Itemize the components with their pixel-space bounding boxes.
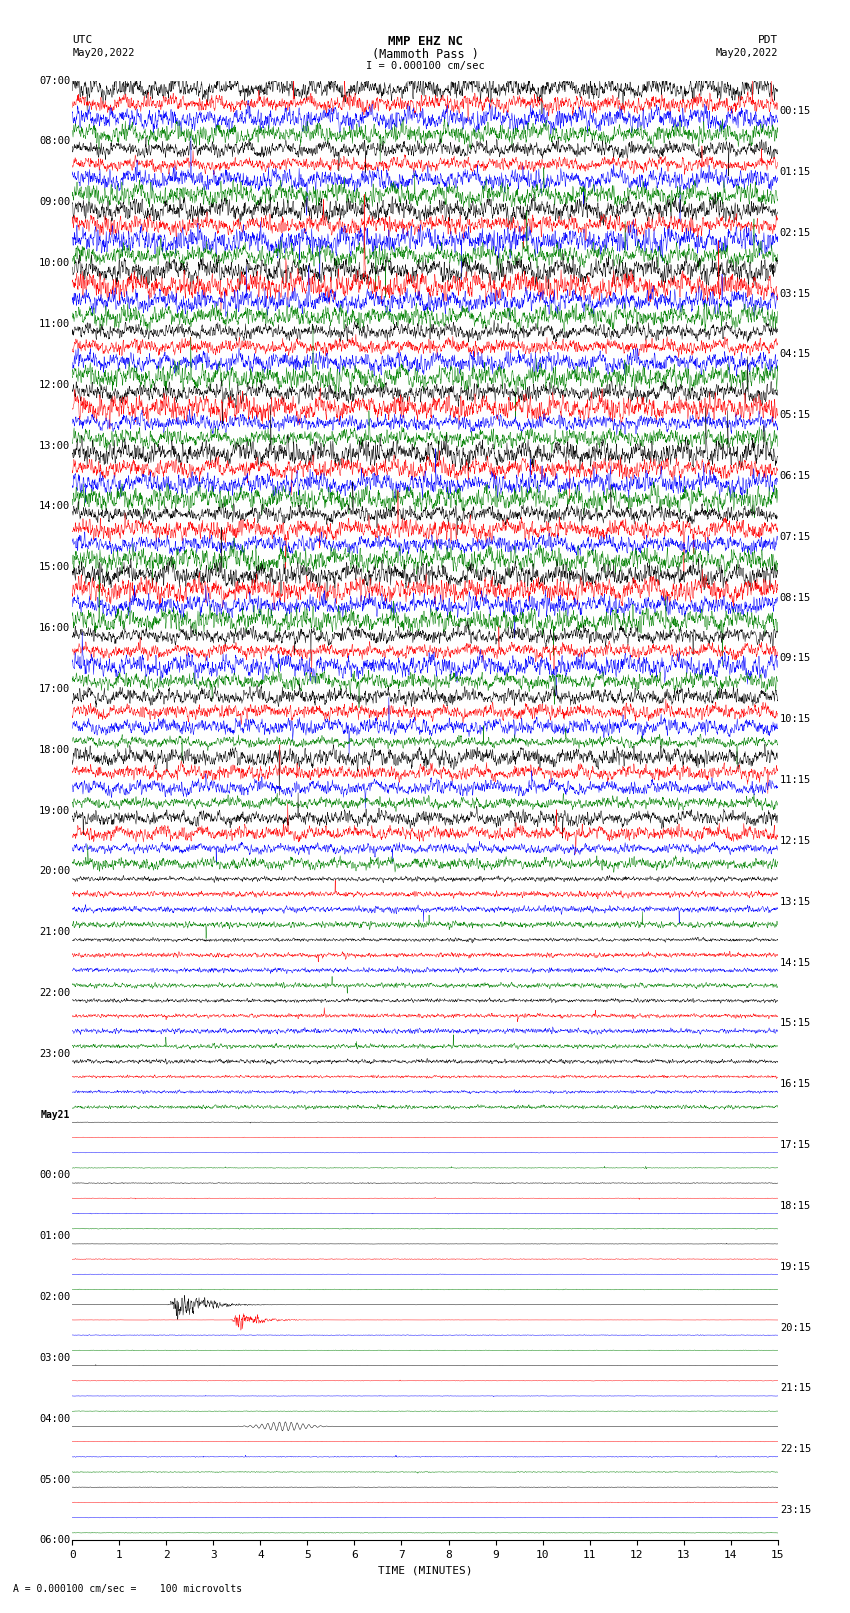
Text: 19:00: 19:00	[39, 805, 71, 816]
X-axis label: TIME (MINUTES): TIME (MINUTES)	[377, 1566, 473, 1576]
Text: 13:15: 13:15	[779, 897, 811, 907]
Text: 06:00: 06:00	[39, 1536, 71, 1545]
Text: (Mammoth Pass ): (Mammoth Pass )	[371, 48, 479, 61]
Text: 07:15: 07:15	[779, 532, 811, 542]
Text: 07:00: 07:00	[39, 76, 71, 85]
Text: 18:15: 18:15	[779, 1202, 811, 1211]
Text: 08:00: 08:00	[39, 137, 71, 147]
Text: 14:00: 14:00	[39, 502, 71, 511]
Text: 02:00: 02:00	[39, 1292, 71, 1302]
Text: UTC: UTC	[72, 35, 93, 45]
Text: 21:15: 21:15	[779, 1384, 811, 1394]
Text: 23:15: 23:15	[779, 1505, 811, 1515]
Text: 22:15: 22:15	[779, 1444, 811, 1455]
Text: 21:00: 21:00	[39, 927, 71, 937]
Text: 09:00: 09:00	[39, 197, 71, 208]
Text: 16:00: 16:00	[39, 623, 71, 632]
Text: 10:15: 10:15	[779, 715, 811, 724]
Text: 12:15: 12:15	[779, 836, 811, 845]
Text: 00:15: 00:15	[779, 106, 811, 116]
Text: 15:00: 15:00	[39, 563, 71, 573]
Text: 04:00: 04:00	[39, 1413, 71, 1424]
Text: 03:15: 03:15	[779, 289, 811, 298]
Text: 17:00: 17:00	[39, 684, 71, 694]
Text: 01:00: 01:00	[39, 1231, 71, 1242]
Text: 20:00: 20:00	[39, 866, 71, 876]
Text: 01:15: 01:15	[779, 166, 811, 177]
Text: May20,2022: May20,2022	[72, 48, 135, 58]
Text: 02:15: 02:15	[779, 227, 811, 237]
Text: 05:15: 05:15	[779, 410, 811, 419]
Text: MMP EHZ NC: MMP EHZ NC	[388, 35, 462, 48]
Text: May20,2022: May20,2022	[715, 48, 778, 58]
Text: 05:00: 05:00	[39, 1474, 71, 1484]
Text: 15:15: 15:15	[779, 1018, 811, 1029]
Text: 10:00: 10:00	[39, 258, 71, 268]
Text: 17:15: 17:15	[779, 1140, 811, 1150]
Text: 13:00: 13:00	[39, 440, 71, 450]
Text: 14:15: 14:15	[779, 958, 811, 968]
Text: 20:15: 20:15	[779, 1323, 811, 1332]
Text: 08:15: 08:15	[779, 592, 811, 603]
Text: 06:15: 06:15	[779, 471, 811, 481]
Text: 18:00: 18:00	[39, 745, 71, 755]
Text: 22:00: 22:00	[39, 989, 71, 998]
Text: PDT: PDT	[757, 35, 778, 45]
Text: 09:15: 09:15	[779, 653, 811, 663]
Text: 12:00: 12:00	[39, 379, 71, 390]
Text: 00:00: 00:00	[39, 1171, 71, 1181]
Text: 03:00: 03:00	[39, 1353, 71, 1363]
Text: A = 0.000100 cm/sec =    100 microvolts: A = 0.000100 cm/sec = 100 microvolts	[13, 1584, 242, 1594]
Text: 19:15: 19:15	[779, 1261, 811, 1271]
Text: 11:00: 11:00	[39, 319, 71, 329]
Text: 11:15: 11:15	[779, 776, 811, 786]
Text: I = 0.000100 cm/sec: I = 0.000100 cm/sec	[366, 61, 484, 71]
Text: 04:15: 04:15	[779, 350, 811, 360]
Text: 16:15: 16:15	[779, 1079, 811, 1089]
Text: May21: May21	[41, 1110, 71, 1119]
Text: 23:00: 23:00	[39, 1048, 71, 1058]
